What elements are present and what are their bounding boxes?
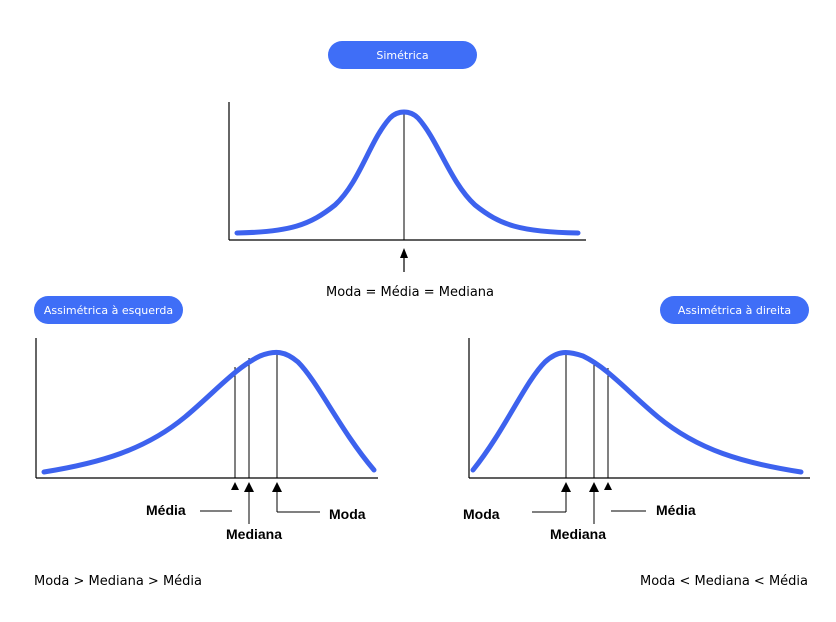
symmetric-panel [228, 102, 586, 272]
right-median-arrow [589, 482, 599, 492]
left-skew-curve [41, 349, 377, 475]
left-skew-badge: Assimétrica à esquerda [34, 296, 183, 324]
left-median-label: Mediana [226, 526, 282, 542]
left-median-arrow [244, 482, 254, 492]
symmetric-arrow-head [400, 248, 408, 258]
left-mode-arrow [272, 482, 282, 492]
right-mean-arrow [604, 482, 612, 490]
symmetric-curve [234, 109, 581, 236]
symmetric-badge: Simétrica [328, 41, 477, 69]
right-skew-badge: Assimétrica à direita [660, 296, 809, 324]
left-mode-label: Moda [329, 506, 366, 522]
right-mode-label: Moda [463, 506, 500, 522]
right-mean-label: Média [656, 502, 696, 518]
left-mean-arrow [231, 482, 239, 490]
right-skew-panel: Moda Mediana Média [463, 338, 810, 542]
symmetric-caption: Moda = Média = Mediana [326, 285, 494, 300]
right-median-label: Mediana [550, 526, 606, 542]
right-skew-curve [470, 350, 804, 475]
left-skew-caption: Moda > Mediana > Média [34, 574, 202, 589]
left-mean-label: Média [146, 502, 186, 518]
right-mode-arrow [561, 482, 571, 492]
right-skew-caption: Moda < Mediana < Média [640, 574, 808, 589]
left-skew-panel: Média Mediana Moda [35, 338, 378, 542]
